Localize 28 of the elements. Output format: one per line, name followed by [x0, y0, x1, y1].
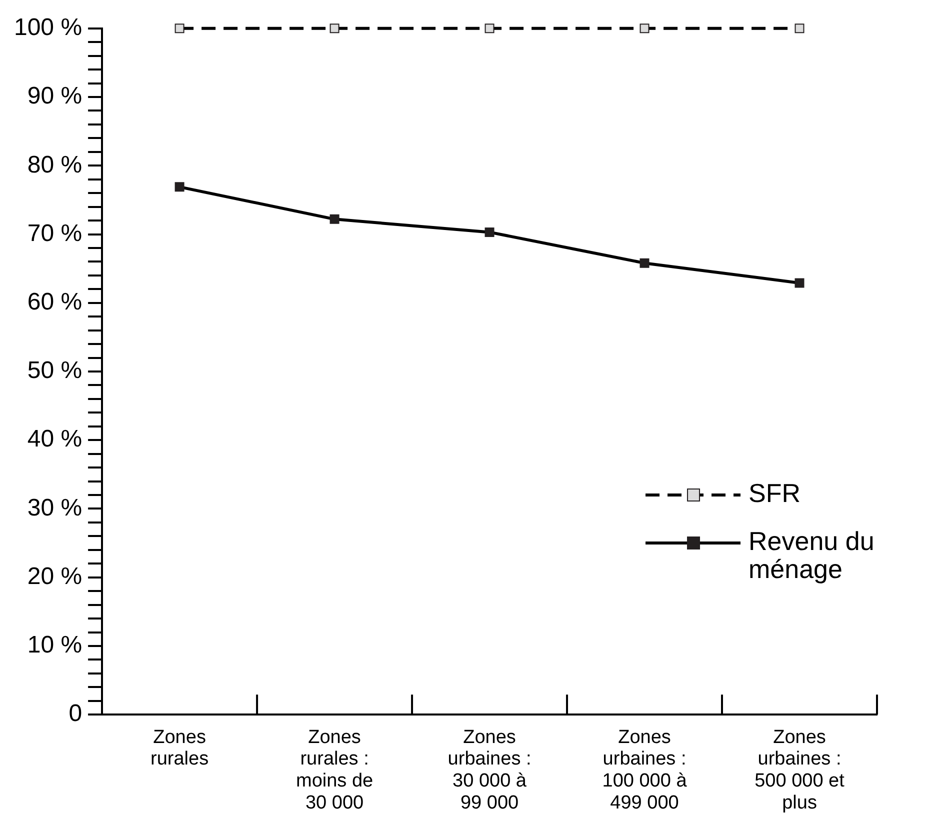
y-tick-label: 50 % — [27, 357, 82, 384]
point — [330, 214, 340, 224]
legend-label: SFR — [748, 478, 801, 508]
y-tick-label: 40 % — [27, 426, 82, 453]
point — [484, 227, 494, 237]
x-tick-label: Zones rurales : moins de 30 000 — [296, 726, 374, 814]
point — [484, 24, 494, 34]
y-tick-label: 30 % — [27, 494, 82, 522]
x-tick-label: Zones urbaines : 500 000 et plus — [754, 726, 846, 814]
y-tick-label: 100 % — [14, 14, 82, 42]
point — [640, 258, 650, 268]
x-tick-label: Zones urbaines : 100 000 à 499 000 — [602, 726, 688, 814]
y-tick-label: 90 % — [27, 82, 82, 110]
point — [174, 182, 184, 192]
y-tick-label: 20 % — [27, 562, 82, 590]
y-tick-label: 10 % — [27, 632, 82, 659]
y-tick-label: 80 % — [27, 151, 82, 178]
legend-label: Revenu du ménage — [748, 526, 874, 584]
y-tick-label: 70 % — [27, 220, 82, 247]
point — [794, 24, 804, 34]
point — [640, 24, 650, 34]
x-tick-label: Zones urbaines : 30 000 à 99 000 — [448, 726, 532, 814]
point — [330, 24, 340, 34]
point — [174, 24, 184, 34]
y-tick-label: 0 — [68, 700, 82, 728]
x-tick-label: Zones rurales — [150, 726, 209, 770]
point — [794, 278, 804, 288]
y-tick-label: 60 % — [27, 288, 82, 316]
